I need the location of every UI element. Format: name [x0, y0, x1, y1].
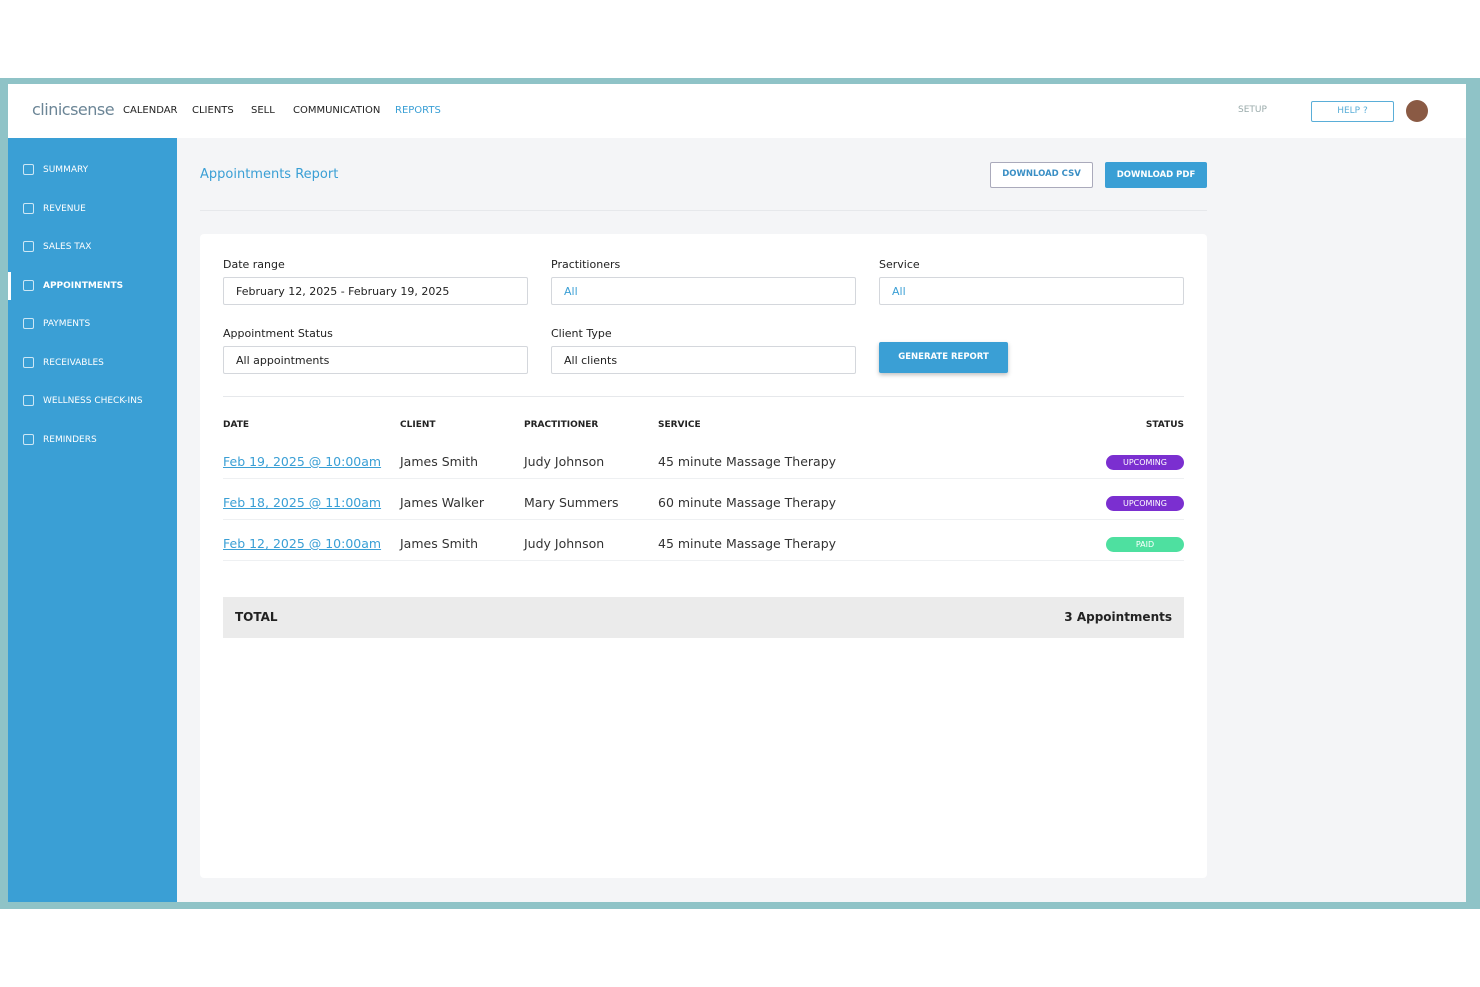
table-cell: 60 minute Massage Therapy	[658, 495, 837, 510]
column-header: CLIENT	[400, 420, 436, 430]
sidebar: SUMMARY REVENUE SALES TAX APPOINTMENTS PAYME…	[8, 138, 177, 902]
column-header: SERVICE	[658, 420, 701, 430]
sidebar-item[interactable]: RECEIVABLES	[43, 357, 104, 368]
filter-label: Service	[879, 258, 920, 271]
filter-input[interactable]: February 12, 2025 - February 19, 2025	[223, 277, 528, 305]
table-cell: Judy Johnson	[524, 536, 605, 551]
filter-input[interactable]: All clients	[551, 346, 856, 374]
divider	[200, 210, 1207, 211]
sidebar-icon	[23, 395, 34, 406]
sidebar-icon	[23, 433, 34, 445]
nav-item[interactable]: CALENDAR	[123, 105, 178, 116]
table-cell: Judy Johnson	[524, 454, 605, 469]
total-label: TOTAL	[235, 610, 278, 624]
filter-label: Date range	[223, 258, 285, 271]
sidebar-item[interactable]: APPOINTMENTS	[43, 280, 124, 291]
table-cell: Mary Summers	[524, 495, 619, 510]
status-badge: UPCOMING	[1106, 455, 1184, 470]
download-csv[interactable]: DOWNLOAD CSV	[990, 162, 1093, 188]
sidebar-item[interactable]: SALES TAX	[43, 242, 92, 252]
nav-item[interactable]: SELL	[251, 105, 275, 116]
help-button[interactable]: HELP ?	[1311, 101, 1394, 122]
nav-item[interactable]: CLIENTS	[192, 105, 234, 116]
sidebar-icon	[23, 164, 34, 175]
sidebar-item[interactable]: SUMMARY	[43, 165, 89, 175]
nav-item[interactable]: COMMUNICATION	[293, 105, 381, 116]
sidebar-icon	[23, 356, 34, 368]
sidebar-icon	[23, 202, 34, 214]
generate-report[interactable]: GENERATE REPORT	[879, 342, 1008, 373]
app: clinicsense SETUP HELP ? CALENDAR CLIENTS…	[8, 84, 1466, 902]
sidebar-item[interactable]: PAYMENTS	[43, 319, 91, 329]
total-bar: TOTAL 3 Appointments	[223, 597, 1184, 638]
table-cell: James Walker	[400, 495, 485, 510]
total-value: 3 Appointments	[1064, 610, 1172, 624]
status-badge: UPCOMING	[1106, 496, 1184, 511]
logo[interactable]: clinicsense	[32, 100, 115, 119]
filter-input[interactable]: All	[551, 277, 856, 305]
nav-item[interactable]: REPORTS	[395, 105, 441, 116]
top-nav: clinicsense SETUP HELP ? CALENDAR CLIENTS…	[8, 84, 1466, 138]
column-header: STATUS	[1145, 420, 1184, 430]
date-link[interactable]: Feb 12, 2025 @ 10:00am	[223, 536, 382, 551]
setup[interactable]: SETUP	[1238, 105, 1267, 115]
sidebar-icon	[23, 318, 34, 329]
filter-label: Appointment Status	[223, 327, 333, 340]
row-divider	[223, 519, 1184, 520]
download-pdf[interactable]: DOWNLOAD PDF	[1105, 162, 1207, 188]
column-header: DATE	[223, 420, 250, 430]
filter-input[interactable]: All appointments	[223, 346, 528, 374]
sidebar-icon	[23, 241, 34, 252]
filter-label: Practitioners	[551, 258, 621, 271]
column-header: PRACTITIONER	[524, 420, 599, 430]
table-cell: James Smith	[400, 536, 479, 551]
date-link[interactable]: Feb 19, 2025 @ 10:00am	[223, 454, 382, 469]
sidebar-icon	[23, 279, 34, 291]
avatar[interactable]	[1406, 100, 1428, 122]
active-indicator	[8, 271, 11, 300]
sidebar-item[interactable]: WELLNESS CHECK-INS	[43, 396, 143, 406]
table-cell: 45 minute Massage Therapy	[658, 454, 837, 469]
status-badge: PAID	[1106, 537, 1184, 552]
table-cell: 45 minute Massage Therapy	[658, 536, 837, 551]
filter-label: Client Type	[551, 327, 612, 340]
date-link[interactable]: Feb 18, 2025 @ 11:00am	[223, 495, 382, 510]
filter-input[interactable]: All	[879, 277, 1184, 305]
page-title: Appointments Report	[200, 167, 339, 182]
divider	[223, 396, 1184, 397]
table-cell: James Smith	[400, 454, 479, 469]
row-divider	[223, 560, 1184, 561]
sidebar-item[interactable]: REVENUE	[43, 203, 86, 214]
sidebar-item[interactable]: REMINDERS	[43, 434, 97, 445]
row-divider	[223, 478, 1184, 479]
report-card: GENERATE REPORT TOTAL 3 Appointments Dat…	[200, 234, 1207, 878]
